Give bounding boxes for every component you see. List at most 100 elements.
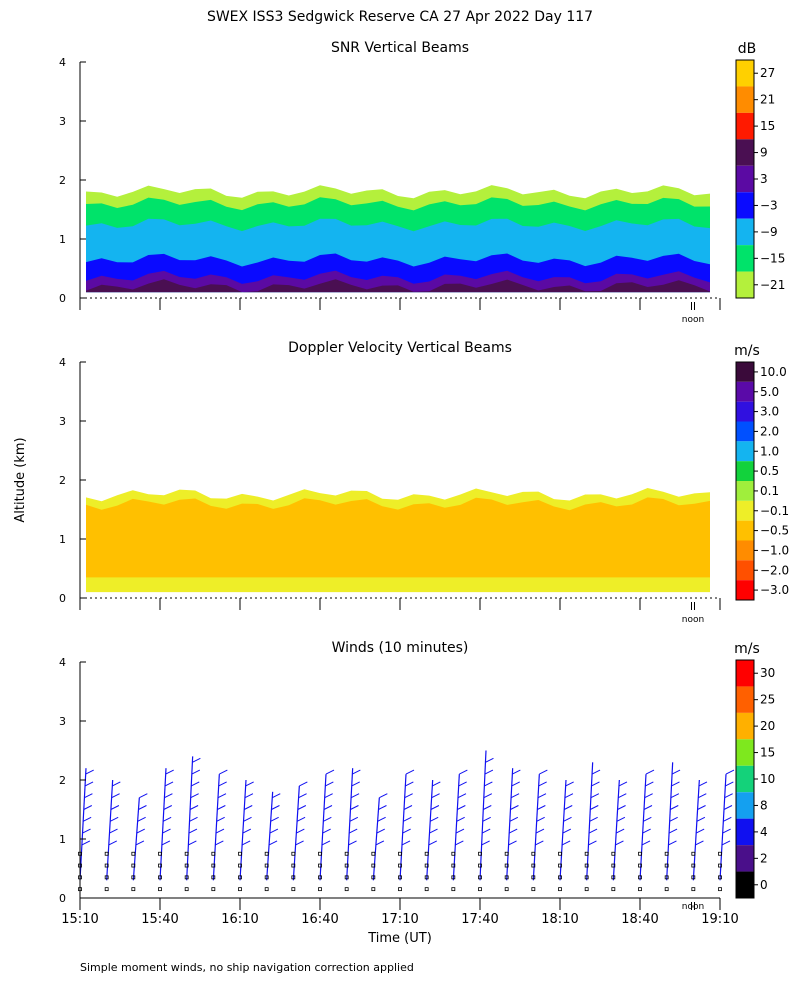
calm-marker [344,863,349,868]
wind-barb [82,828,91,834]
wind-barb [245,781,254,787]
calm-marker [691,851,696,856]
colorbar-label: 27 [760,66,775,80]
calm-marker [398,887,402,892]
calm-marker [584,863,589,868]
calm-marker [131,875,136,880]
colorbar-label: 9 [760,146,768,160]
wind-barb [325,781,334,787]
colorbar-unit: m/s [734,641,760,657]
wind-barb [724,793,733,799]
colorbar-swatch [736,192,754,219]
colorbar-swatch [736,86,754,113]
wind-barb [481,828,491,834]
panel-title: Doppler Velocity Vertical Beams [288,340,512,356]
calm-marker [531,851,536,856]
wind-barb [432,781,441,787]
colorbar-label: −3.0 [760,583,789,597]
colorbar-label: 8 [760,798,768,812]
wind-barb [588,840,597,846]
wind-barb [510,805,519,810]
wind-barb [139,793,148,799]
calm-marker [531,875,536,880]
wind-barb [670,793,680,799]
wind-barb [645,769,655,775]
wind-barb [615,828,625,834]
colorbar-label: 0 [760,878,768,892]
colorbar-unit: dB [738,41,757,57]
wind-profile-staff [372,797,380,881]
calm-marker [718,863,722,868]
calm-marker [451,851,456,856]
colorbar-label: 20 [760,719,775,733]
colorbar-label: −15 [760,251,785,265]
y-tick-label: 0 [59,292,66,305]
colorbar-label: 25 [760,693,775,707]
calm-marker [371,875,376,880]
calm-marker [264,887,269,892]
wind-barb [431,793,440,799]
colorbar-label: −9 [760,225,778,239]
colorbar-label: 15 [760,119,775,133]
calm-marker [504,851,509,856]
calm-marker [424,863,429,868]
wind-barb [375,840,385,846]
wind-profile-staff [239,779,247,881]
x-tick-label: 15:40 [141,912,178,927]
calm-marker [638,875,642,880]
wind-barb [565,781,574,787]
wind-barb [161,840,171,846]
noon-label: noon [682,315,704,325]
wind-barb [189,816,198,822]
wind-barb [109,816,119,822]
wind-barb [321,840,331,846]
wind-barb [539,769,548,775]
wind-barb [697,805,706,810]
wind-barb [536,816,545,822]
wind-barb [563,816,572,822]
colorbar-swatch [736,818,754,846]
calm-marker [291,875,296,880]
wind-barb [590,805,599,810]
colorbar-swatch [736,845,754,872]
calm-marker [478,887,482,892]
wind-barb [323,805,333,810]
colorbar-label: 4 [760,825,768,839]
wind-barb [162,828,171,834]
wind-barb [508,828,518,834]
calm-marker [584,851,589,856]
wind-barb [219,769,228,775]
calm-marker [291,863,296,868]
wind-barb [296,828,305,834]
wind-barb [403,805,413,810]
colorbar-label: 3 [760,172,768,186]
colorbar-swatch [736,765,754,793]
wind-barb [455,828,465,834]
wind-profile-staff [319,774,327,881]
colorbar-swatch [736,218,754,246]
calm-marker [611,875,616,880]
wind-profile-staff [106,779,114,881]
calm-marker [478,851,482,856]
y-tick-label: 0 [59,892,66,905]
wind-barb [561,840,571,846]
calm-marker [211,863,216,868]
calm-marker [291,887,296,892]
wind-barb [591,781,600,787]
wind-profile-staff [639,774,647,881]
y-tick-label: 3 [59,715,66,728]
colorbar-label: 0.1 [760,484,779,498]
wind-barb [401,840,411,846]
calm-marker [131,887,136,892]
calm-marker [664,875,669,880]
wind-barb [481,840,490,846]
y-tick-label: 1 [59,833,66,846]
calm-marker [318,863,322,868]
colorbar-swatch [736,712,754,740]
colorbar-frame [735,361,755,601]
wind-barb [299,781,308,787]
colorbar-swatch [736,421,754,442]
calm-marker [318,887,322,892]
wind-barb [111,793,120,799]
wind-barb [642,828,651,834]
